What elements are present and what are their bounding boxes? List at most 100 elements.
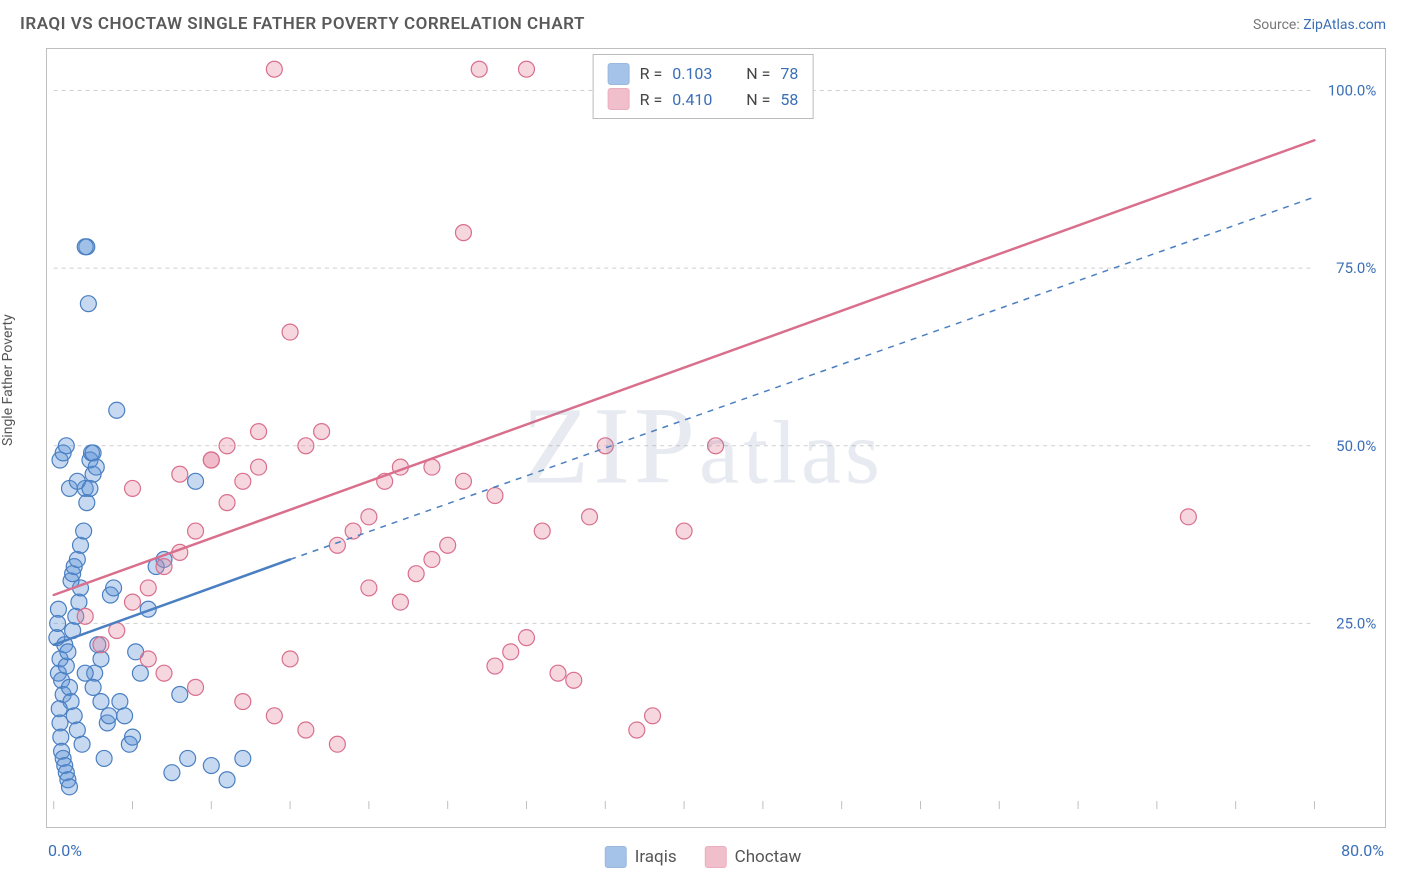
data-point	[503, 644, 519, 660]
data-point	[188, 473, 204, 489]
svg-text:25.0%: 25.0%	[1336, 614, 1376, 632]
data-point	[582, 509, 598, 525]
scatter-chart: 25.0% 50.0% 75.0% 100.0%	[47, 49, 1385, 827]
data-point	[51, 701, 67, 717]
data-point	[266, 708, 282, 724]
data-point	[77, 665, 93, 681]
data-point	[298, 438, 314, 454]
data-point	[329, 736, 345, 752]
legend-item: Choctaw	[705, 846, 802, 868]
x-axis-min-label: 0.0%	[48, 841, 82, 860]
data-point	[58, 438, 74, 454]
data-point	[50, 601, 66, 617]
data-point	[235, 750, 251, 766]
data-point	[361, 509, 377, 525]
plot-area: 25.0% 50.0% 75.0% 100.0%	[46, 48, 1386, 828]
data-point	[69, 551, 85, 567]
r-value: 0.410	[672, 87, 728, 113]
data-point	[125, 480, 141, 496]
legend-label: Iraqis	[635, 847, 677, 867]
source-link[interactable]: ZipAtlas.com	[1303, 17, 1386, 33]
data-point	[219, 772, 235, 788]
data-point	[172, 687, 188, 703]
data-point	[140, 580, 156, 596]
data-point	[298, 722, 314, 738]
data-point	[71, 594, 87, 610]
trend-line	[54, 559, 290, 644]
data-point	[251, 424, 267, 440]
legend-item: Iraqis	[605, 846, 677, 868]
data-point	[66, 708, 82, 724]
data-point	[85, 445, 101, 461]
x-axis-max-label: 80.0%	[1341, 841, 1384, 860]
data-point	[188, 523, 204, 539]
data-point	[487, 658, 503, 674]
legend-row: R =0.103N =78	[608, 61, 799, 87]
data-point	[93, 694, 109, 710]
data-point	[314, 424, 330, 440]
data-point	[73, 537, 89, 553]
data-point	[172, 466, 188, 482]
data-point	[60, 644, 76, 660]
correlation-legend: R =0.103N =78R =0.410N =58	[593, 54, 814, 119]
data-point	[156, 559, 172, 575]
data-point	[645, 708, 661, 724]
data-point	[392, 594, 408, 610]
data-point	[203, 758, 219, 774]
data-point	[219, 438, 235, 454]
data-point	[440, 537, 456, 553]
data-point	[61, 679, 77, 695]
data-point	[487, 488, 503, 504]
chart-title: IRAQI VS CHOCTAW SINGLE FATHER POVERTY C…	[20, 14, 585, 34]
data-point	[534, 523, 550, 539]
data-point	[566, 672, 582, 688]
data-point	[1180, 509, 1196, 525]
svg-text:75.0%: 75.0%	[1336, 259, 1376, 277]
data-point	[361, 580, 377, 596]
data-point	[93, 651, 109, 667]
data-point	[188, 679, 204, 695]
data-point	[235, 694, 251, 710]
data-point	[77, 608, 93, 624]
data-point	[117, 708, 133, 724]
data-point	[85, 679, 101, 695]
n-label: N =	[746, 87, 770, 113]
data-point	[455, 473, 471, 489]
svg-text:100.0%: 100.0%	[1328, 81, 1377, 99]
trend-line-extension	[290, 197, 1314, 559]
data-point	[471, 61, 487, 77]
data-point	[53, 729, 69, 745]
data-point	[550, 665, 566, 681]
r-label: R =	[640, 61, 663, 87]
data-point	[125, 594, 141, 610]
data-point	[80, 296, 96, 312]
data-point	[408, 566, 424, 582]
data-point	[156, 665, 172, 681]
data-point	[708, 438, 724, 454]
n-value: 78	[780, 61, 798, 87]
legend-swatch	[605, 846, 627, 868]
data-point	[455, 225, 471, 241]
data-point	[106, 580, 122, 596]
data-point	[629, 722, 645, 738]
data-point	[164, 765, 180, 781]
data-point	[235, 473, 251, 489]
data-point	[74, 736, 90, 752]
data-point	[50, 615, 66, 631]
data-point	[282, 651, 298, 667]
data-point	[112, 694, 128, 710]
series-legend: Iraqis Choctaw	[605, 846, 801, 868]
source-prefix: Source:	[1253, 17, 1303, 33]
svg-text:50.0%: 50.0%	[1336, 437, 1376, 455]
legend-swatch	[608, 88, 630, 110]
data-point	[180, 750, 196, 766]
r-value: 0.103	[672, 61, 728, 87]
data-point	[676, 523, 692, 539]
data-point	[345, 523, 361, 539]
data-point	[329, 537, 345, 553]
legend-label: Choctaw	[735, 847, 802, 867]
data-point	[519, 61, 535, 77]
data-point	[58, 658, 74, 674]
legend-swatch	[608, 63, 630, 85]
data-point	[77, 239, 93, 255]
